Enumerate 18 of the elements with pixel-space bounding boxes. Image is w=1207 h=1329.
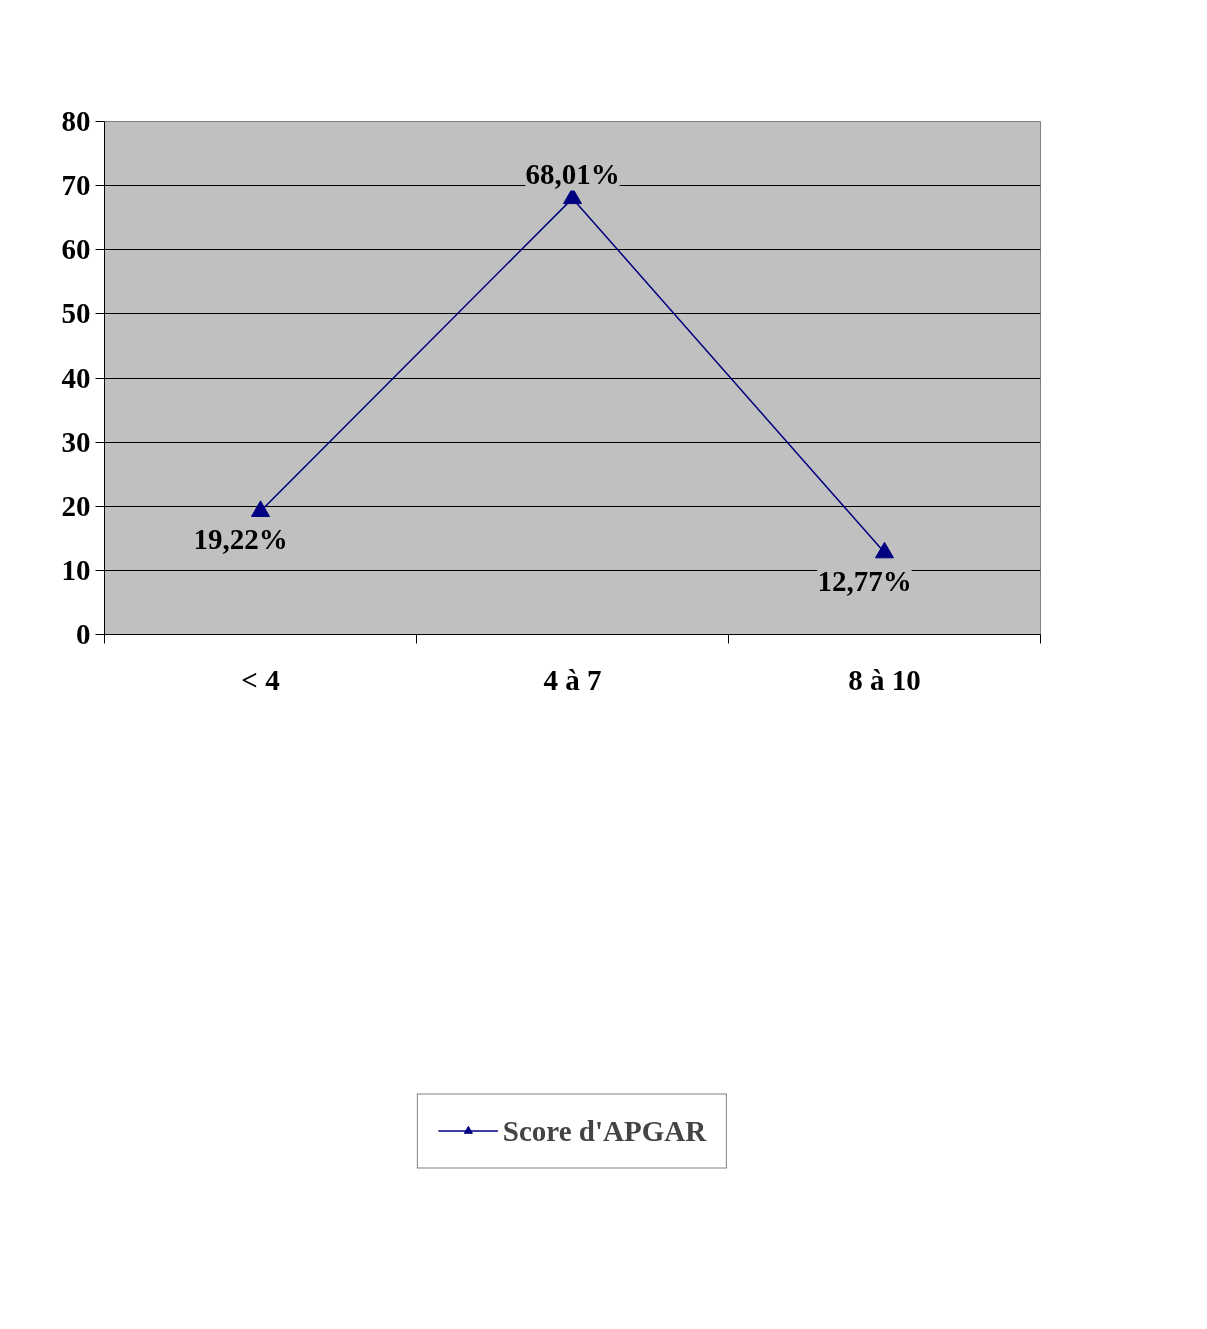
y-tick-label: 80 (61, 105, 91, 137)
y-tick-label: 20 (61, 489, 91, 522)
point (251, 500, 270, 517)
legend-label: Score d'APGAR (502, 1114, 707, 1148)
y-tick-label: 10 (61, 553, 91, 586)
data-label: 12,77% (817, 564, 912, 597)
y-tick-label: 0 (76, 618, 91, 650)
point (875, 541, 894, 559)
y-tick-label: 30 (61, 425, 91, 458)
y-tick-label: 70 (61, 169, 91, 202)
x-tick-label: < 4 (241, 663, 280, 696)
y-tick-label: 50 (61, 297, 91, 330)
data-label: 19,22% (193, 523, 288, 556)
x-tick-label: 8 à 10 (848, 663, 921, 696)
data-label: 68,01% (525, 158, 620, 191)
y-tick-label: 40 (61, 361, 91, 394)
y-tick-label: 60 (61, 233, 91, 266)
x-tick-label: 4 à 7 (543, 663, 602, 696)
